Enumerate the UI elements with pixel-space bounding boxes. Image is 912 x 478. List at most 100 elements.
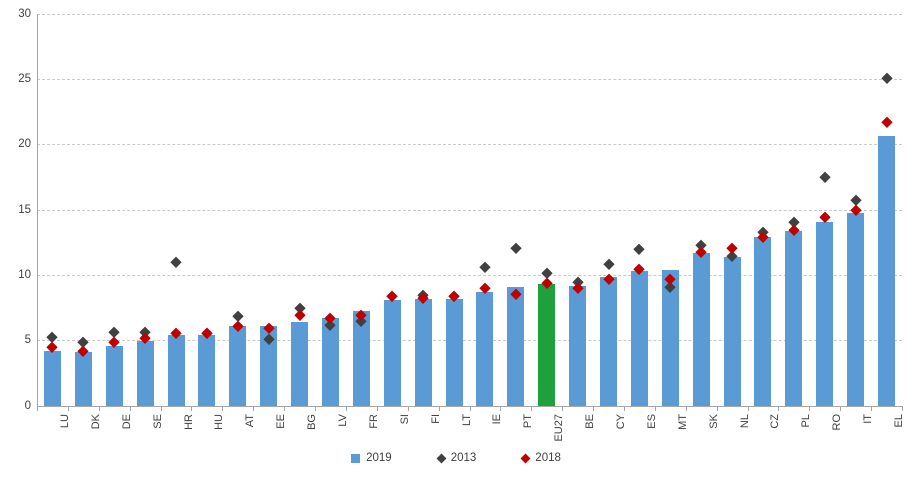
x-axis-tick (778, 407, 780, 411)
x-axis-tick (902, 407, 903, 411)
bar-CY (600, 276, 618, 406)
bar-PT (507, 287, 525, 406)
marker-2018-BG (294, 309, 305, 320)
x-axis-label-CY: CY (615, 414, 628, 430)
x-axis-tick (345, 407, 347, 411)
gridline-20 (37, 144, 902, 146)
bar-LV (321, 318, 339, 406)
x-axis-tick (469, 407, 471, 411)
marker-2018-EL (881, 117, 892, 128)
bar-BE (569, 285, 587, 406)
y-axis-tick-label: 15 (18, 203, 31, 216)
x-axis-tick (407, 407, 409, 411)
bar-SK (692, 253, 710, 406)
black-diamond-swatch-icon (436, 453, 447, 463)
bar-SE (136, 340, 154, 406)
marker-2018-NL (726, 242, 738, 254)
x-axis-label-DE: DE (120, 414, 133, 430)
x-axis-label-BG: BG (306, 414, 319, 430)
marker-2013-PT (510, 242, 522, 254)
legend-label-2018: 2018 (535, 452, 561, 464)
x-axis-tick (129, 407, 131, 411)
blue-square-swatch-icon (351, 453, 361, 463)
bar-AT (229, 326, 247, 406)
x-axis-label-EU27: EU27 (553, 414, 566, 442)
x-axis-label-ES: ES (645, 414, 658, 429)
y-axis-tick-label: 10 (18, 268, 31, 281)
bar-IT (847, 212, 865, 406)
x-axis-tick (623, 407, 625, 411)
y-axis-tick-label: 20 (18, 138, 31, 151)
x-axis-label-EL: EL (893, 414, 906, 428)
red-diamond-swatch-icon (520, 453, 531, 463)
x-axis-label-DK: DK (89, 414, 102, 430)
x-axis-tick (747, 407, 749, 411)
marker-2013-IE (479, 262, 491, 273)
x-axis-tick (191, 407, 193, 411)
x-axis-tick (438, 407, 440, 411)
marker-2013-ES (634, 243, 645, 255)
x-axis-tick (654, 407, 656, 411)
x-axis-label-IT: IT (862, 414, 875, 424)
x-axis-label-EE: EE (275, 414, 288, 429)
y-axis-tick-label: 0 (24, 399, 31, 412)
legend-label-2013: 2013 (450, 452, 477, 464)
x-axis-label-SK: SK (707, 414, 720, 429)
y-axis-tick-label: 5 (24, 334, 31, 347)
legend-label-2019: 2019 (366, 452, 392, 464)
x-axis-label-PT: PT (522, 414, 535, 429)
y-axis-tick-label: 30 (18, 7, 31, 20)
marker-2013-IT (850, 194, 862, 205)
bar-MT (661, 270, 679, 406)
x-axis-label-SE: SE (151, 414, 164, 429)
bar-EL (878, 135, 896, 406)
x-axis-tick (67, 407, 69, 411)
bar-BG (291, 322, 309, 406)
x-axis-tick (376, 407, 378, 411)
bar-LT (445, 298, 463, 406)
legend-item-2018: 2018 (520, 452, 561, 464)
x-axis-tick (500, 407, 502, 411)
bar-RO (816, 221, 834, 406)
marker-2018-RO (819, 211, 831, 222)
gridline-15 (37, 209, 902, 211)
x-axis-tick (840, 407, 842, 411)
x-axis-label-LV: LV (336, 414, 349, 427)
marker-2013-RO (819, 171, 831, 183)
x-axis-tick (315, 407, 317, 411)
marker-2013-HR (170, 256, 182, 268)
x-axis-label-FR: FR (367, 414, 380, 429)
gridline-10 (37, 274, 902, 276)
bar-SI (383, 300, 401, 406)
x-axis-tick (253, 407, 255, 411)
x-axis-label-CZ: CZ (769, 414, 782, 429)
x-axis-label-FI: FI (429, 414, 442, 424)
x-axis-tick (98, 407, 100, 411)
legend: 2019 2013 2018 (0, 452, 912, 464)
bar-FI (414, 298, 432, 406)
y-axis-tick-label: 25 (18, 72, 31, 85)
bar-NL (723, 257, 741, 406)
x-axis-label-LU: LU (58, 414, 71, 429)
bar-CZ (754, 237, 772, 406)
legend-item-2019: 2019 (351, 452, 392, 464)
marker-2013-CY (603, 258, 614, 269)
x-axis-label-HR: HR (182, 414, 195, 430)
y-axis-line (37, 14, 38, 406)
x-axis-tick (160, 407, 162, 411)
bar-PL (785, 230, 803, 406)
legend-item-2013: 2013 (436, 452, 477, 464)
bar-ES (630, 271, 648, 406)
x-axis-label-IE: IE (491, 414, 504, 425)
bar-EU27 (538, 284, 556, 406)
x-axis-tick (222, 407, 224, 411)
x-axis-label-PL: PL (800, 414, 813, 428)
bar-HR (167, 335, 185, 406)
bar-IE (476, 292, 494, 406)
gridline-5 (37, 340, 902, 342)
x-axis-tick (871, 407, 873, 411)
bar-DE (105, 345, 123, 406)
marker-2013-EL (881, 72, 892, 84)
x-axis-label-NL: NL (738, 414, 751, 429)
